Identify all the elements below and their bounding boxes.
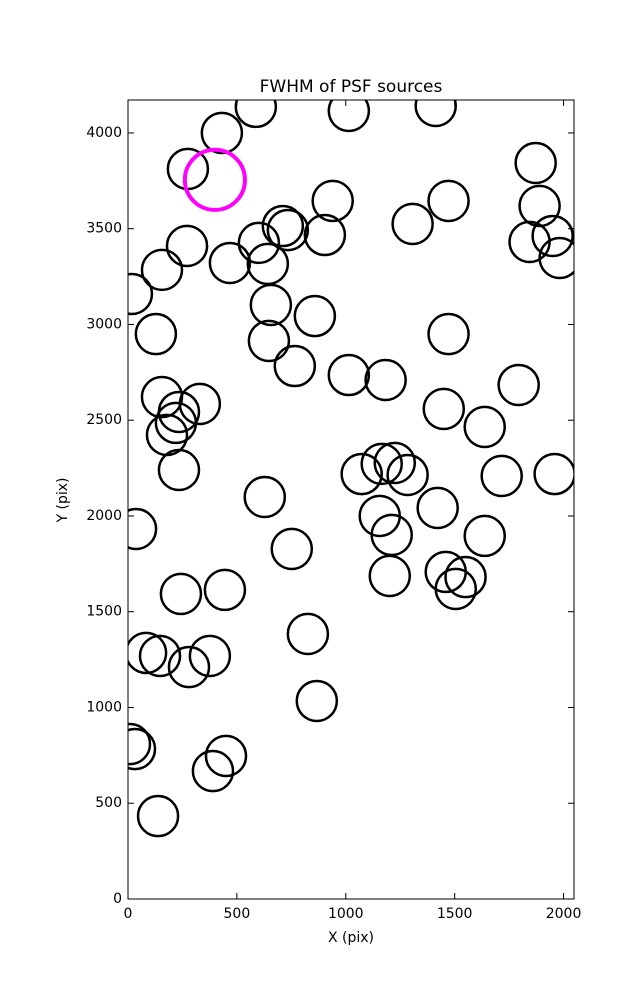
source-circle xyxy=(303,213,347,257)
source-circle xyxy=(128,272,154,316)
source-circle xyxy=(444,555,487,599)
y-tick-label: 2500 xyxy=(86,412,122,428)
source-circle xyxy=(463,514,506,558)
source-circle xyxy=(136,794,180,838)
source-circle xyxy=(188,634,232,678)
source-circle xyxy=(340,452,383,496)
source-circle xyxy=(128,507,158,551)
source-circle xyxy=(182,147,247,212)
y-tick-label: 1000 xyxy=(86,699,122,715)
source-circle xyxy=(128,722,152,766)
y-tick-label: 1500 xyxy=(86,604,122,620)
y-tick-label: 500 xyxy=(95,795,122,811)
chart-title: FWHM of PSF sources xyxy=(260,77,443,97)
source-circle xyxy=(293,294,337,338)
y-axis-label: Y (pix) xyxy=(55,478,71,524)
source-circle xyxy=(311,179,354,223)
source-circle xyxy=(327,100,371,133)
source-circle xyxy=(427,179,470,223)
source-circle xyxy=(191,749,235,793)
source-circle xyxy=(531,214,574,258)
x-tick-label: 2000 xyxy=(546,906,582,922)
source-circle xyxy=(416,486,459,530)
source-circle xyxy=(134,312,178,356)
axes-frame xyxy=(127,99,575,900)
source-circle xyxy=(422,387,466,431)
source-circle xyxy=(414,100,457,128)
source-circle xyxy=(204,734,248,778)
source-circle xyxy=(364,358,407,402)
source-circle xyxy=(200,111,244,155)
source-circle xyxy=(386,453,429,497)
source-circle xyxy=(247,319,291,363)
source-circle xyxy=(154,401,198,445)
x-tick-label: 0 xyxy=(124,906,133,922)
source-circle xyxy=(391,202,434,246)
source-circle xyxy=(295,679,339,723)
source-circle xyxy=(368,554,412,598)
source-circle xyxy=(128,631,168,675)
source-circle xyxy=(261,204,305,248)
y-tick-label: 0 xyxy=(113,891,122,907)
source-circle xyxy=(266,208,310,252)
source-circle xyxy=(538,236,574,280)
source-circle xyxy=(203,568,247,612)
source-circle xyxy=(167,645,211,689)
x-tick-label: 500 xyxy=(224,906,251,922)
source-circle xyxy=(327,353,371,397)
source-circle xyxy=(165,224,209,268)
x-axis-label: X (pix) xyxy=(328,930,374,946)
source-circle xyxy=(497,363,540,407)
source-circle xyxy=(533,452,574,496)
source-circle xyxy=(208,241,252,285)
source-circle xyxy=(434,567,478,611)
source-circle xyxy=(514,141,557,185)
y-tick-label: 4000 xyxy=(86,125,122,141)
source-circle xyxy=(243,475,287,519)
source-circle xyxy=(138,634,182,678)
y-tick-label: 2000 xyxy=(86,508,122,524)
source-circle xyxy=(373,441,417,485)
x-tick-label: 1000 xyxy=(328,906,364,922)
source-circle xyxy=(286,612,330,656)
source-circle xyxy=(270,527,314,571)
source-circle xyxy=(273,344,317,388)
source-circle xyxy=(140,248,184,292)
x-tick-label: 1500 xyxy=(437,906,473,922)
source-circle xyxy=(463,405,506,449)
source-circle xyxy=(480,454,523,498)
source-circle xyxy=(157,448,201,492)
source-circle xyxy=(234,100,278,129)
y-tick-label: 3500 xyxy=(86,221,122,237)
source-circle xyxy=(360,442,403,486)
source-circle xyxy=(159,572,203,616)
source-circle xyxy=(427,312,470,356)
source-circle xyxy=(249,283,293,327)
y-tick-label: 3000 xyxy=(86,316,122,332)
source-circle xyxy=(237,221,281,265)
source-circle xyxy=(128,727,157,771)
